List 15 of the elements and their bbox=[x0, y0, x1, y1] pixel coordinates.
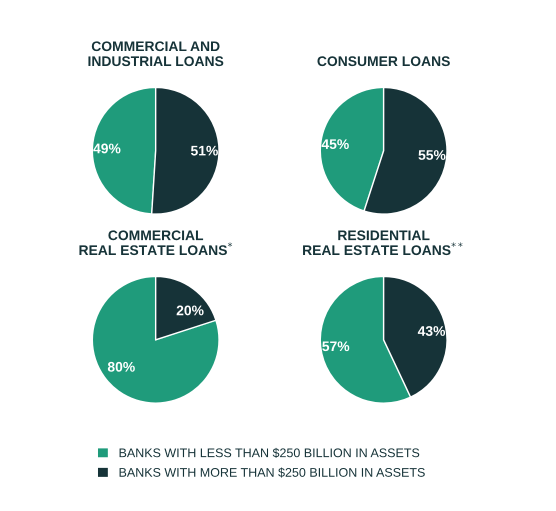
data-label: 57% bbox=[322, 341, 350, 352]
chart-title: COMMERCIAL AND INDUSTRIAL LOANS bbox=[88, 41, 224, 66]
legend-label: BANKS WITH MORE THAN $250 BILLION IN ASSETS bbox=[120, 467, 425, 478]
data-label: 49% bbox=[93, 144, 120, 154]
pie-slice bbox=[92, 276, 220, 404]
data-label: 51% bbox=[190, 146, 218, 156]
legend-label: BANKS WITH LESS THAN $250 BILLION IN ASSETS bbox=[120, 448, 420, 458]
data-label: 45% bbox=[322, 139, 349, 150]
chart-title: COMMERCIAL REAL ESTATE LOANS$^{*}$ bbox=[79, 230, 232, 256]
data-label: 55% bbox=[418, 150, 446, 160]
chart-title: RESIDENTIAL REAL ESTATE LOANS$^{**}$ bbox=[303, 230, 462, 256]
data-label: 43% bbox=[418, 326, 446, 336]
data-label: 20% bbox=[176, 306, 204, 316]
chart-title: CONSUMER LOANS bbox=[317, 56, 450, 66]
data-label: 80% bbox=[108, 362, 135, 372]
